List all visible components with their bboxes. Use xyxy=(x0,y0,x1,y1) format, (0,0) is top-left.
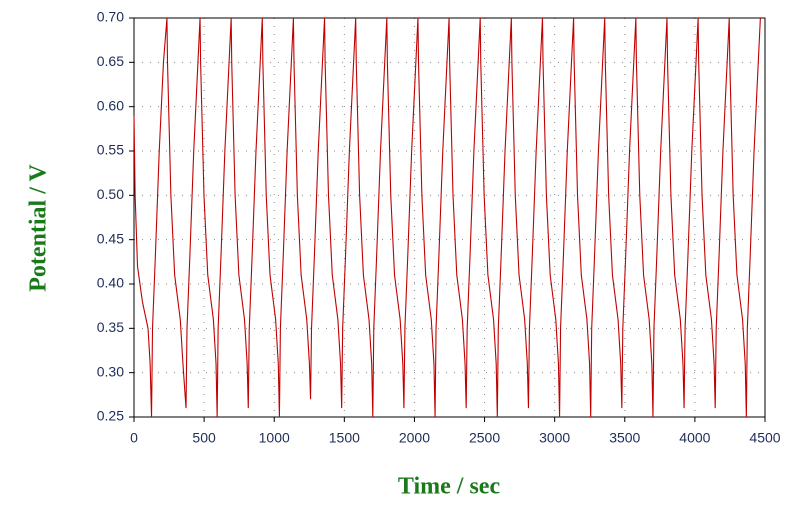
y-tick-label: 0.70 xyxy=(97,9,124,25)
y-tick-label: 0.55 xyxy=(97,142,124,158)
data-line xyxy=(133,17,761,418)
y-tick-label: 0.65 xyxy=(97,53,124,69)
y-tick-label: 0.45 xyxy=(97,230,124,246)
x-tick-label: 1000 xyxy=(259,430,290,446)
x-tick-label: 2500 xyxy=(469,430,500,446)
x-tick-label: 2000 xyxy=(399,430,430,446)
x-tick-label: 1500 xyxy=(329,430,360,446)
x-tick-label: 3000 xyxy=(539,430,570,446)
x-tick-label: 0 xyxy=(130,430,138,446)
y-tick-label: 0.40 xyxy=(97,275,124,291)
y-tick-label: 0.50 xyxy=(97,186,124,202)
x-tick-label: 4000 xyxy=(679,430,710,446)
x-axis-title: Time / sec xyxy=(398,474,501,500)
y-tick-label: 0.25 xyxy=(97,408,124,424)
y-tick-label: 0.30 xyxy=(97,363,124,379)
x-tick-label: 3500 xyxy=(609,430,640,446)
y-tick-label: 0.35 xyxy=(97,319,124,335)
x-tick-label: 4500 xyxy=(749,430,780,446)
x-tick-label: 500 xyxy=(192,430,216,446)
y-axis-title: Potential / V xyxy=(26,164,52,292)
y-tick-label: 0.60 xyxy=(97,97,124,113)
